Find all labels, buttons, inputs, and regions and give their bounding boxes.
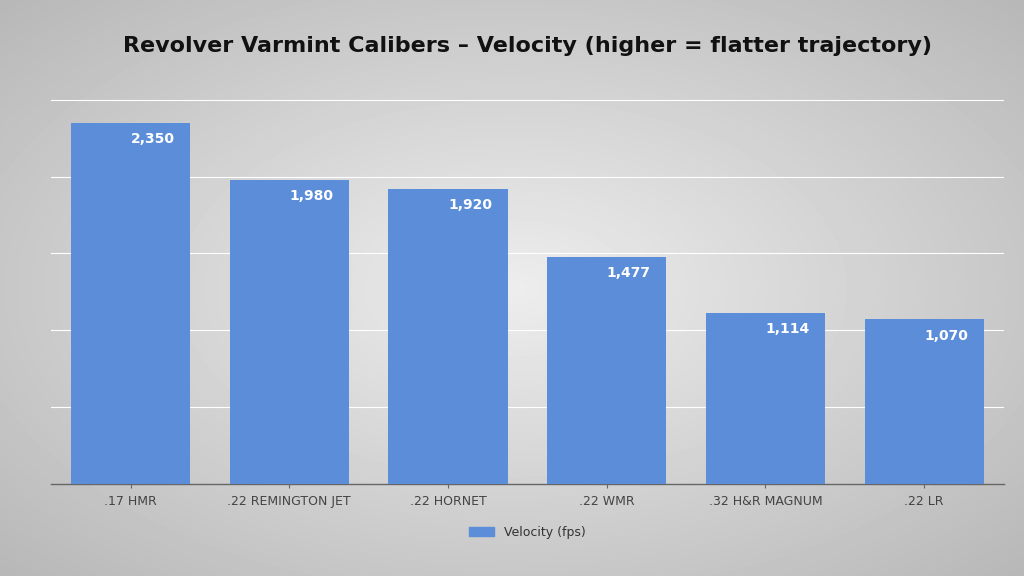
Bar — [388, 189, 508, 484]
Text: 1,114: 1,114 — [765, 322, 810, 336]
Bar — [547, 257, 667, 484]
Text: 1,070: 1,070 — [924, 329, 968, 343]
Title: Revolver Varmint Calibers – Velocity (higher = flatter trajectory): Revolver Varmint Calibers – Velocity (hi… — [123, 36, 932, 56]
Text: 2,350: 2,350 — [131, 132, 174, 146]
Bar — [706, 313, 825, 484]
Bar — [864, 320, 984, 484]
Text: 1,980: 1,980 — [289, 189, 333, 203]
Bar — [229, 180, 349, 484]
Legend: Velocity (fps): Velocity (fps) — [464, 521, 591, 544]
Text: 1,920: 1,920 — [447, 198, 492, 212]
Text: 1,477: 1,477 — [606, 266, 650, 280]
Bar — [71, 123, 190, 484]
